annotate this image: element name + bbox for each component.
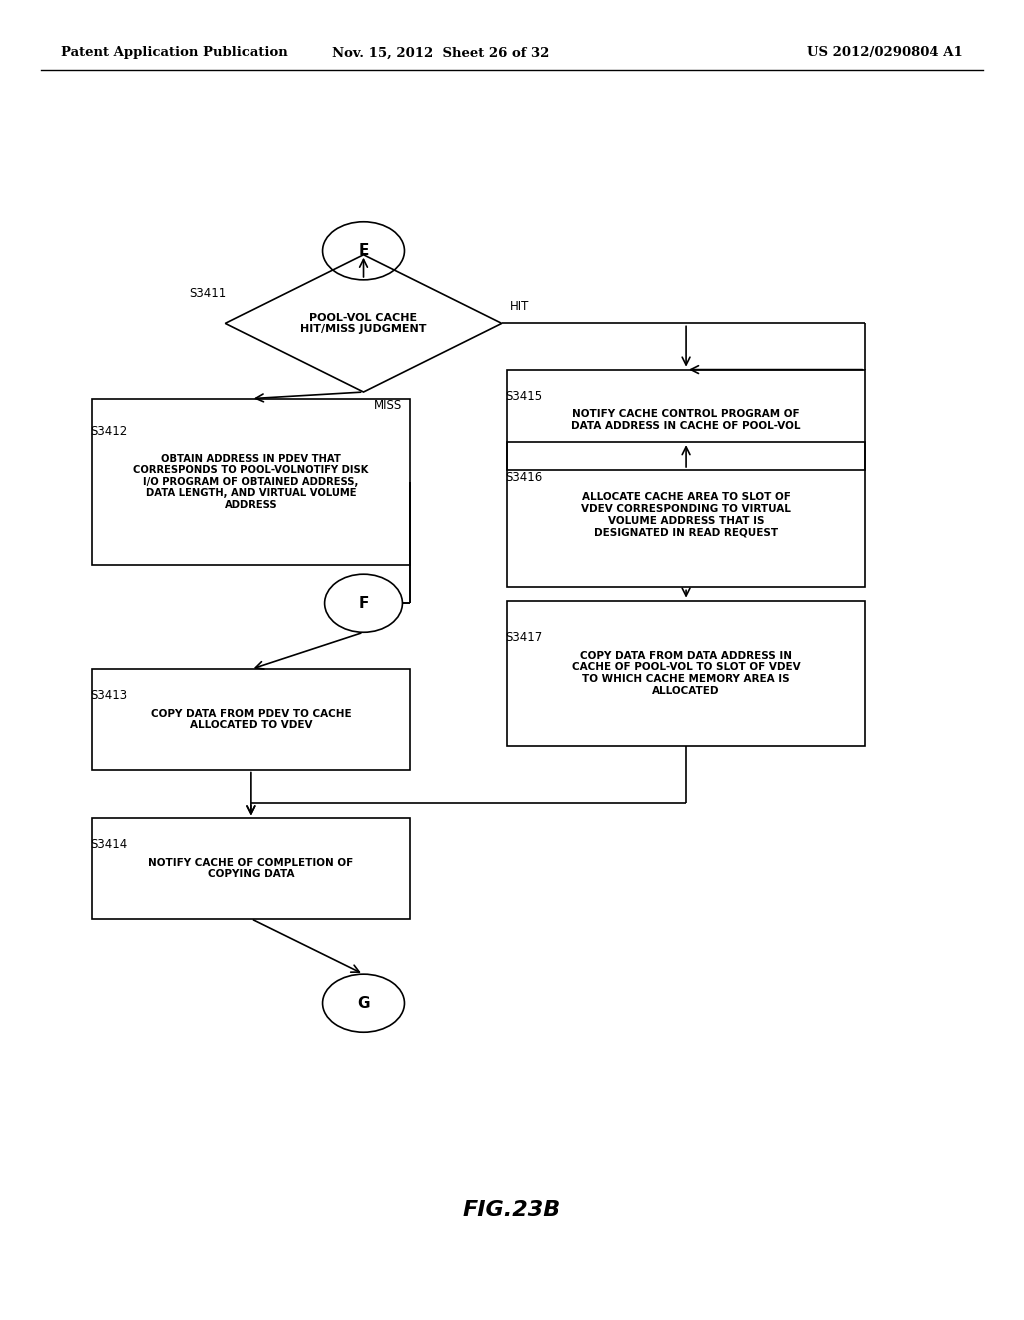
Text: COPY DATA FROM PDEV TO CACHE
ALLOCATED TO VDEV: COPY DATA FROM PDEV TO CACHE ALLOCATED T… [151,709,351,730]
Text: F: F [358,595,369,611]
Text: COPY DATA FROM DATA ADDRESS IN
CACHE OF POOL-VOL TO SLOT OF VDEV
TO WHICH CACHE : COPY DATA FROM DATA ADDRESS IN CACHE OF … [571,651,801,696]
Text: S3413: S3413 [90,689,127,702]
Text: G: G [357,995,370,1011]
Text: MISS: MISS [374,399,402,412]
Text: NOTIFY CACHE CONTROL PROGRAM OF
DATA ADDRESS IN CACHE OF POOL-VOL: NOTIFY CACHE CONTROL PROGRAM OF DATA ADD… [571,409,801,430]
Text: Nov. 15, 2012  Sheet 26 of 32: Nov. 15, 2012 Sheet 26 of 32 [332,46,549,59]
Text: S3417: S3417 [505,631,542,644]
Text: FIG.23B: FIG.23B [463,1200,561,1221]
Text: S3412: S3412 [90,425,127,438]
Text: S3416: S3416 [505,471,542,484]
Text: E: E [358,243,369,259]
Text: HIT: HIT [510,300,529,313]
Text: POOL-VOL CACHE
HIT/MISS JUDGMENT: POOL-VOL CACHE HIT/MISS JUDGMENT [300,313,427,334]
Text: ALLOCATE CACHE AREA TO SLOT OF
VDEV CORRESPONDING TO VIRTUAL
VOLUME ADDRESS THAT: ALLOCATE CACHE AREA TO SLOT OF VDEV CORR… [582,492,791,537]
Text: NOTIFY CACHE OF COMPLETION OF
COPYING DATA: NOTIFY CACHE OF COMPLETION OF COPYING DA… [148,858,353,879]
Text: S3411: S3411 [189,286,226,300]
Text: S3414: S3414 [90,838,127,851]
Text: OBTAIN ADDRESS IN PDEV THAT
CORRESPONDS TO POOL-VOLNOTIFY DISK
I/O PROGRAM OF OB: OBTAIN ADDRESS IN PDEV THAT CORRESPONDS … [133,454,369,510]
Text: Patent Application Publication: Patent Application Publication [61,46,288,59]
Text: S3415: S3415 [505,389,542,403]
Text: US 2012/0290804 A1: US 2012/0290804 A1 [807,46,963,59]
